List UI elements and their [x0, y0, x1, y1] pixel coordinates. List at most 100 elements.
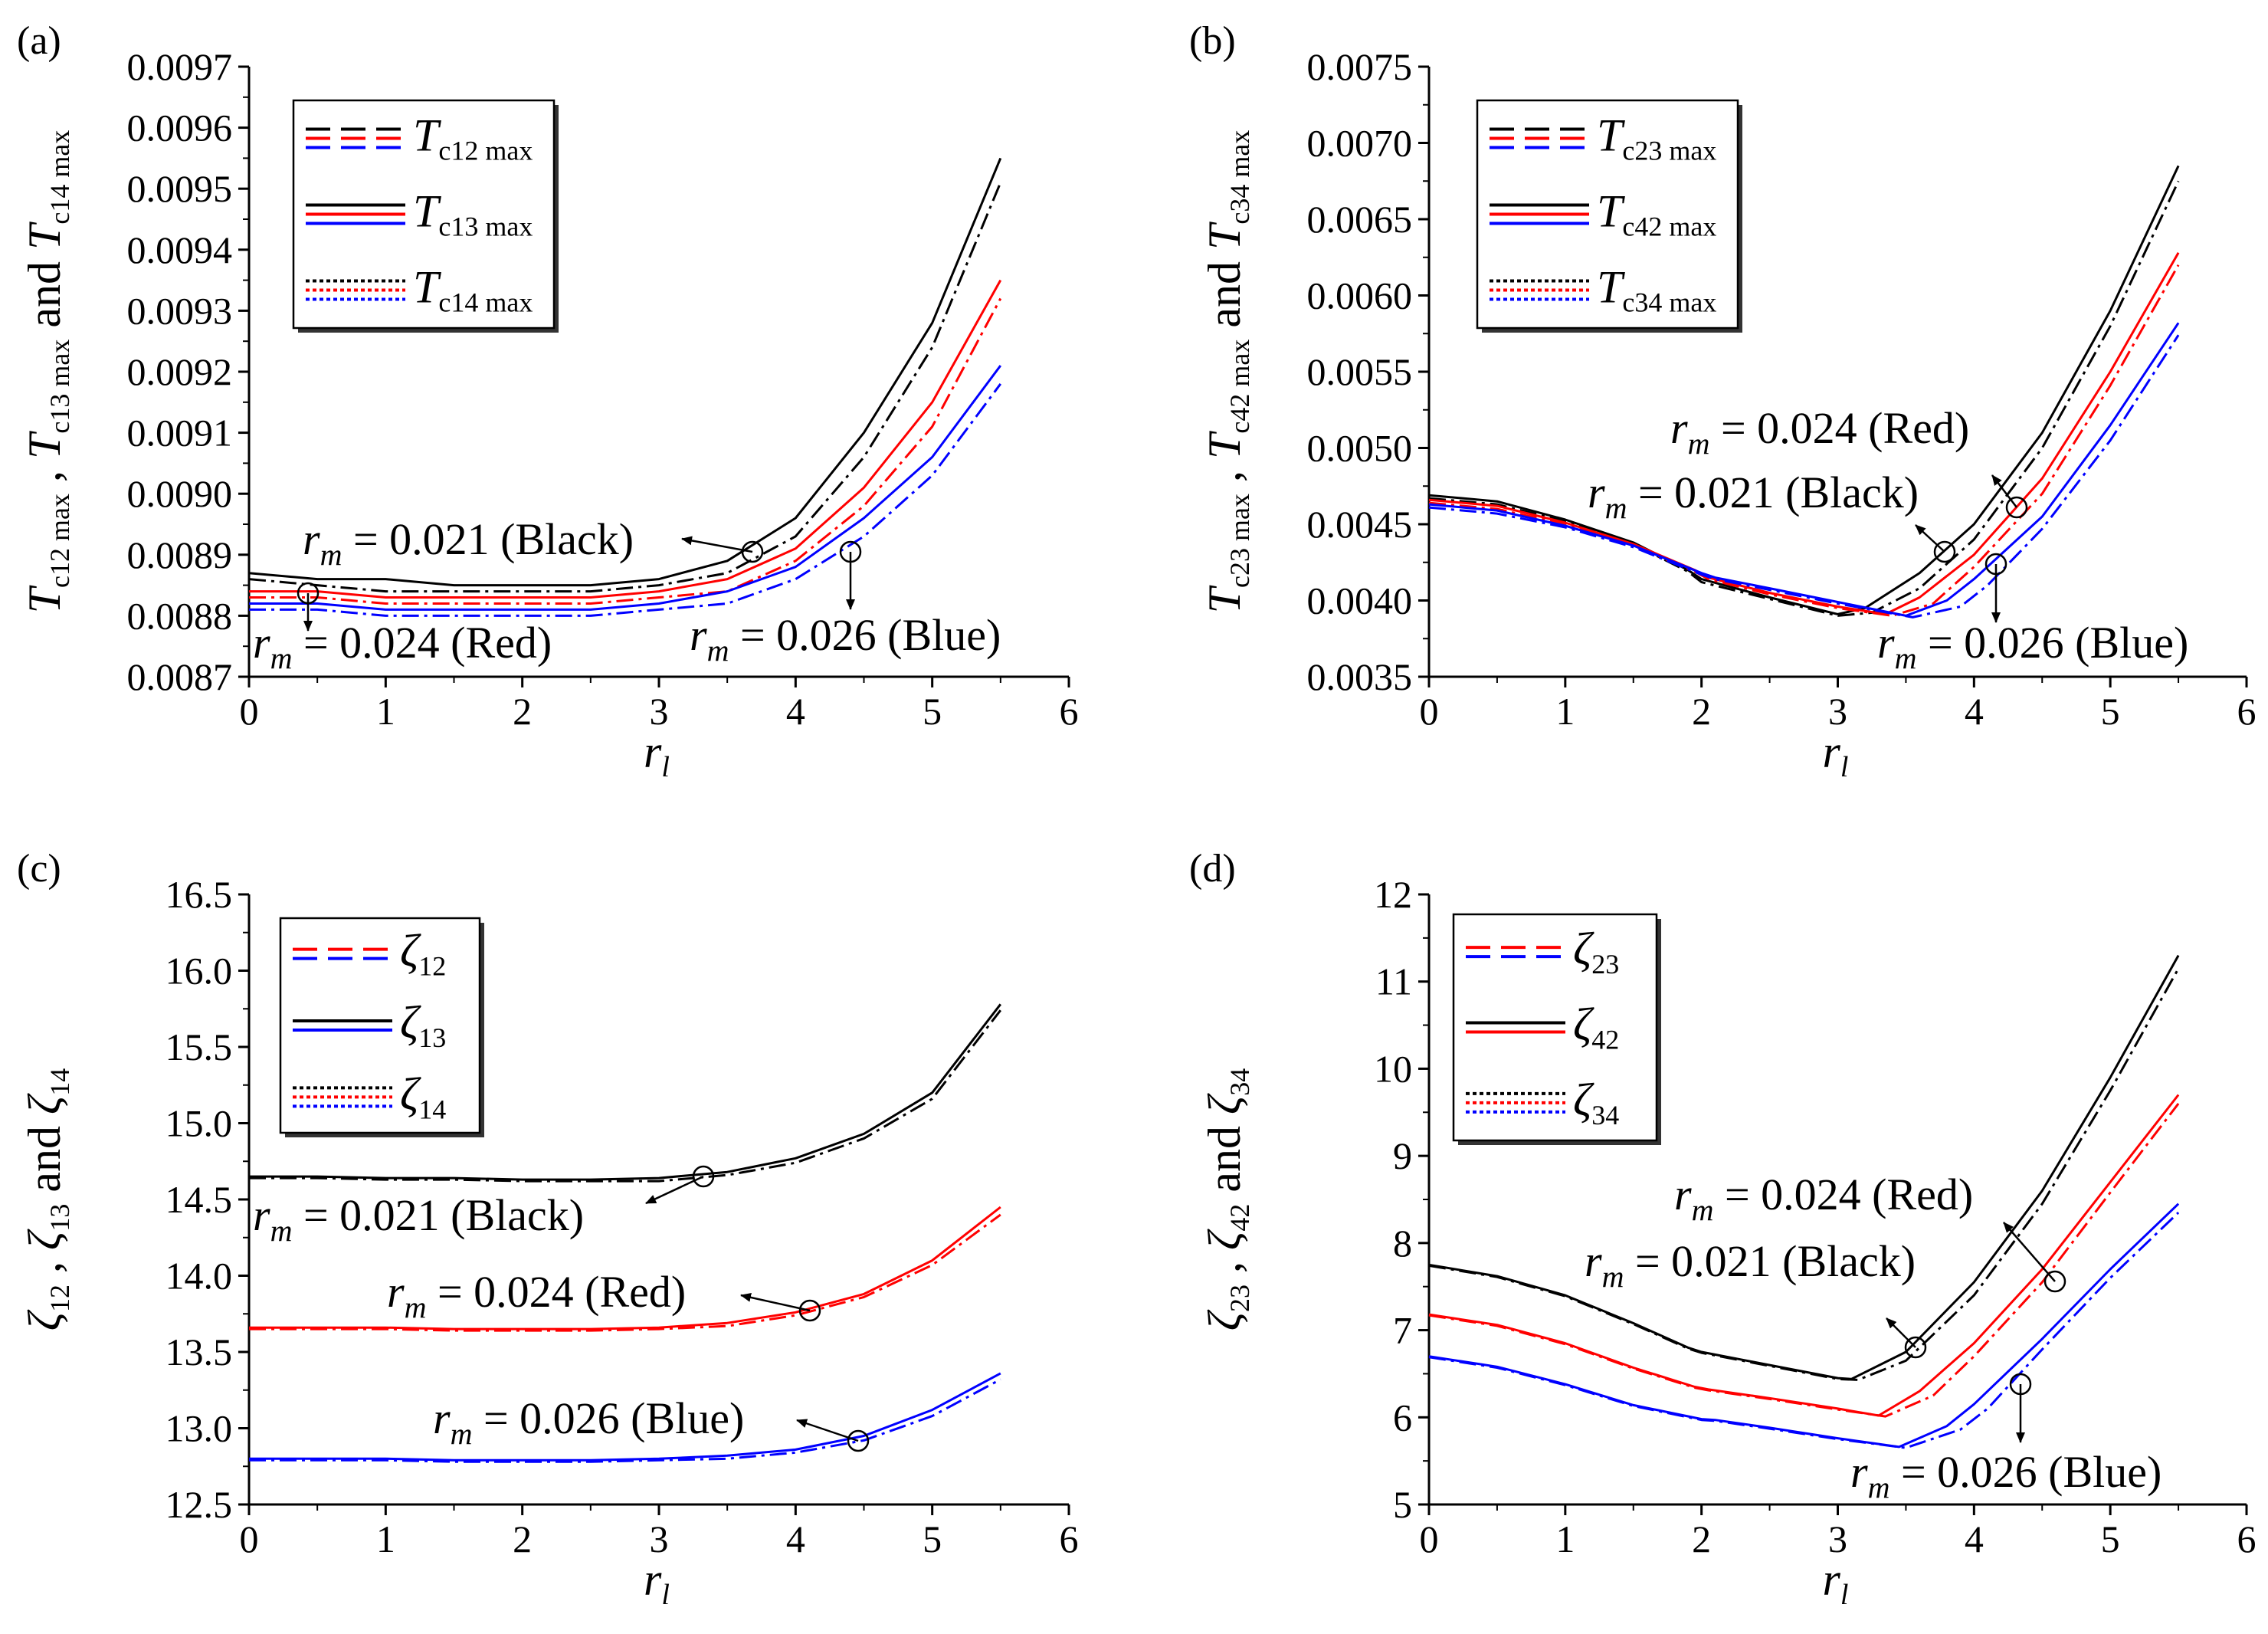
- x-tick-label: 4: [1965, 690, 1984, 733]
- y-tick-label: 7: [1393, 1309, 1412, 1352]
- y-tick-label: 0.0096: [127, 107, 233, 149]
- annotation-label: rm = 0.021 (Black): [1585, 1236, 1916, 1294]
- legend-label: Tc23 max: [1597, 110, 1716, 166]
- series-line: [249, 1378, 1001, 1463]
- annotation-arrow: [1915, 524, 1945, 553]
- x-tick-label: 0: [1420, 690, 1439, 733]
- y-axis-label: ζ12 , ζ13 and ζ14: [19, 1068, 75, 1331]
- panel-c: 0 1 2 3 4 5 6 12.5 13.0 13.5 14.0 14.5 15.0 15.5 16.0 1…: [17, 847, 1079, 1611]
- legend-label: ζ42: [1573, 999, 1619, 1055]
- panel-b: 0 1 2 3 4 5 6 0.0035 0.0040 0.0045 0.0050 0.0055 0.0…: [1189, 19, 2257, 783]
- x-axis-label: rl: [1823, 727, 1849, 783]
- series-line: [249, 279, 1002, 599]
- y-tick-label: 0.0045: [1307, 503, 1413, 546]
- annotation-label: rm = 0.026 (Blue): [1850, 1447, 2161, 1504]
- x-tick-label: 5: [2101, 1518, 2120, 1560]
- legend: ζ12 ζ13 ζ14: [279, 917, 484, 1137]
- x-tick-label: 4: [1965, 1518, 1984, 1560]
- annotation-label: rm = 0.021 (Black): [1588, 468, 1919, 525]
- annotation-marker: [1904, 1336, 1927, 1359]
- x-tick-label: 0: [240, 690, 259, 733]
- annotation-marker: [847, 1429, 870, 1452]
- series-line: [1428, 264, 2180, 617]
- x-tick-label: 4: [786, 690, 805, 733]
- y-tick-label: 0.0093: [127, 289, 233, 332]
- panel-label: (c): [17, 847, 61, 891]
- series-line: [249, 1009, 1001, 1183]
- y-tick-label: 12: [1374, 873, 1412, 916]
- x-tick-label: 5: [923, 690, 942, 733]
- y-tick-label: 0.0075: [1307, 45, 1413, 88]
- legend-label: ζ34: [1573, 1075, 1619, 1130]
- annotation-label: rm = 0.024 (Red): [253, 618, 552, 675]
- legend-label: Tc34 max: [1597, 262, 1716, 318]
- annotation-marker: [741, 540, 764, 563]
- annotation-arrow: [681, 536, 753, 553]
- y-tick-label: 0.0091: [127, 412, 233, 454]
- y-tick-label: 0.0088: [127, 594, 233, 637]
- x-tick-label: 6: [2237, 1518, 2257, 1560]
- panel-label: (a): [17, 19, 61, 63]
- legend-label: ζ12: [400, 926, 446, 982]
- x-tick-label: 3: [1828, 1518, 1847, 1560]
- y-tick-label: 0.0092: [127, 350, 233, 393]
- series-line: [249, 297, 1002, 605]
- y-tick-label: 0.0040: [1307, 579, 1413, 622]
- series-line: [249, 1372, 1001, 1462]
- series-line: [249, 1213, 1001, 1332]
- annotation-arrow: [740, 1292, 811, 1312]
- annotation-marker: [692, 1165, 715, 1188]
- y-tick-label: 0.0060: [1307, 274, 1413, 317]
- annotation-label: rm = 0.024 (Red): [1670, 403, 1969, 461]
- x-tick-label: 2: [1692, 1518, 1711, 1560]
- y-tick-label: 9: [1393, 1134, 1412, 1177]
- y-tick-label: 0.0089: [127, 533, 233, 576]
- y-tick-label: 13.5: [166, 1330, 233, 1373]
- y-tick-label: 0.0035: [1307, 655, 1413, 698]
- panel-label: (d): [1189, 847, 1236, 891]
- legend-label: Tc13 max: [413, 186, 533, 242]
- y-tick-label: 8: [1393, 1222, 1412, 1265]
- series-line: [1428, 252, 2180, 615]
- x-axis-label: rl: [644, 727, 670, 783]
- y-tick-label: 5: [1393, 1483, 1412, 1526]
- annotation-arrow: [1886, 1317, 1916, 1348]
- y-axis-label: ζ23 , ζ42 and ζ34: [1199, 1068, 1255, 1331]
- panel-a: 0 1 2 3 4 5 6 0.0087 0.0088 0.0089 0.0090 0.0091 0.0…: [17, 19, 1079, 783]
- annotation-label: rm = 0.026 (Blue): [690, 610, 1001, 668]
- x-tick-label: 4: [786, 1518, 805, 1560]
- series-line: [1428, 1212, 2180, 1449]
- x-tick-label: 1: [1555, 690, 1575, 733]
- x-tick-label: 2: [513, 690, 532, 733]
- series-line: [248, 182, 1002, 593]
- y-tick-label: 0.0097: [127, 45, 233, 88]
- annotation-arrow: [796, 1419, 859, 1442]
- y-tick-label: 0.0095: [127, 167, 233, 210]
- legend: ζ23 ζ42 ζ34: [1452, 913, 1661, 1145]
- annotation-marker: [2043, 1270, 2066, 1293]
- legend-label: Tc14 max: [413, 262, 533, 318]
- x-tick-label: 5: [2101, 690, 2120, 733]
- y-axis-label: Tc23 max , Tc42 max and Tc34 max: [1199, 130, 1255, 614]
- series-line: [248, 157, 1002, 587]
- annotation-label: rm = 0.021 (Black): [303, 514, 634, 572]
- x-tick-label: 1: [1555, 1518, 1575, 1560]
- annotation-label: rm = 0.021 (Black): [253, 1190, 584, 1248]
- x-axis-label: rl: [1823, 1554, 1849, 1611]
- series-line: [1428, 180, 2180, 617]
- panel-label: (b): [1189, 19, 1236, 63]
- y-tick-label: 14.5: [166, 1178, 233, 1221]
- y-tick-label: 15.5: [166, 1025, 233, 1068]
- x-tick-label: 3: [1828, 690, 1847, 733]
- x-tick-label: 2: [513, 1518, 532, 1560]
- series-line: [1428, 165, 2180, 615]
- x-tick-label: 6: [2237, 690, 2257, 733]
- x-tick-label: 1: [376, 690, 395, 733]
- x-tick-label: 6: [1060, 690, 1079, 733]
- series-line: [249, 383, 1002, 617]
- y-tick-label: 12.5: [166, 1483, 233, 1526]
- annotation-label: rm = 0.026 (Blue): [433, 1393, 744, 1451]
- y-tick-label: 16.0: [166, 950, 233, 993]
- x-tick-label: 1: [376, 1518, 395, 1560]
